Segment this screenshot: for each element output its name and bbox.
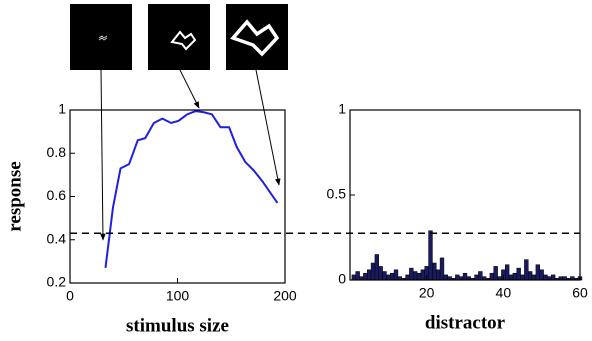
x-tick-label: 60 <box>572 285 588 301</box>
bar <box>544 275 548 280</box>
y-tick-label: 0.2 <box>47 274 67 290</box>
bar <box>490 273 494 280</box>
bar <box>394 270 398 280</box>
bar <box>406 275 410 280</box>
bar <box>551 275 555 280</box>
y-axis-label: response <box>4 161 25 231</box>
y-tick-label: 1 <box>58 101 66 117</box>
x-tick-label: 100 <box>166 288 190 304</box>
bar <box>421 270 425 280</box>
x-axis-label: stimulus size <box>126 315 229 336</box>
arrows <box>101 70 279 240</box>
figure: 01002000.20.40.60.81stimulus sizerespons… <box>0 0 592 341</box>
bar <box>371 263 375 280</box>
x-axis-label: distractor <box>425 312 506 333</box>
bar <box>356 272 360 281</box>
y-tick-label: 0 <box>338 271 346 287</box>
x-tick-label: 200 <box>273 288 297 304</box>
panel: 20 40 60 0 0.5 1 distractor <box>327 101 588 334</box>
bar <box>352 275 356 280</box>
x-tick-label: 40 <box>496 285 512 301</box>
icon-medium <box>148 4 210 70</box>
bar <box>390 273 394 280</box>
panel: 0 100 200 0.2 0.4 0.6 0.8 1 stimulus size respons… <box>4 101 297 337</box>
bar <box>463 273 467 280</box>
bar <box>386 275 390 280</box>
axes-box <box>350 110 580 280</box>
bar <box>455 275 459 280</box>
bar <box>363 273 367 280</box>
stimulus-icons <box>70 4 288 70</box>
bar <box>540 270 544 280</box>
bar <box>429 231 433 280</box>
bar <box>521 275 525 280</box>
bar <box>440 258 444 280</box>
y-tick-label: 0.4 <box>47 230 67 246</box>
bar <box>436 270 440 280</box>
bar <box>517 268 521 280</box>
bar <box>524 260 528 280</box>
y-tick-label: 0.8 <box>47 144 67 160</box>
y-tick-label: 1 <box>338 101 346 117</box>
bar <box>505 265 509 280</box>
bar <box>417 273 421 280</box>
response-line <box>105 111 277 268</box>
bar <box>536 265 540 280</box>
bar <box>375 255 379 281</box>
bar <box>513 273 517 280</box>
bar <box>383 272 387 281</box>
bar <box>367 270 371 280</box>
bar <box>413 272 417 281</box>
bar <box>409 268 413 280</box>
bar <box>528 272 532 281</box>
bar <box>509 275 513 280</box>
bar <box>444 275 448 280</box>
x-tick-label: 20 <box>419 285 435 301</box>
y-tick-label: 0.5 <box>327 186 347 202</box>
bar <box>494 266 498 280</box>
x-tick-label: 0 <box>66 288 74 304</box>
bar <box>532 275 536 280</box>
bar <box>475 275 479 280</box>
bar <box>379 266 383 280</box>
bar <box>478 272 482 281</box>
bar <box>432 263 436 280</box>
y-tick-label: 0.6 <box>47 187 67 203</box>
